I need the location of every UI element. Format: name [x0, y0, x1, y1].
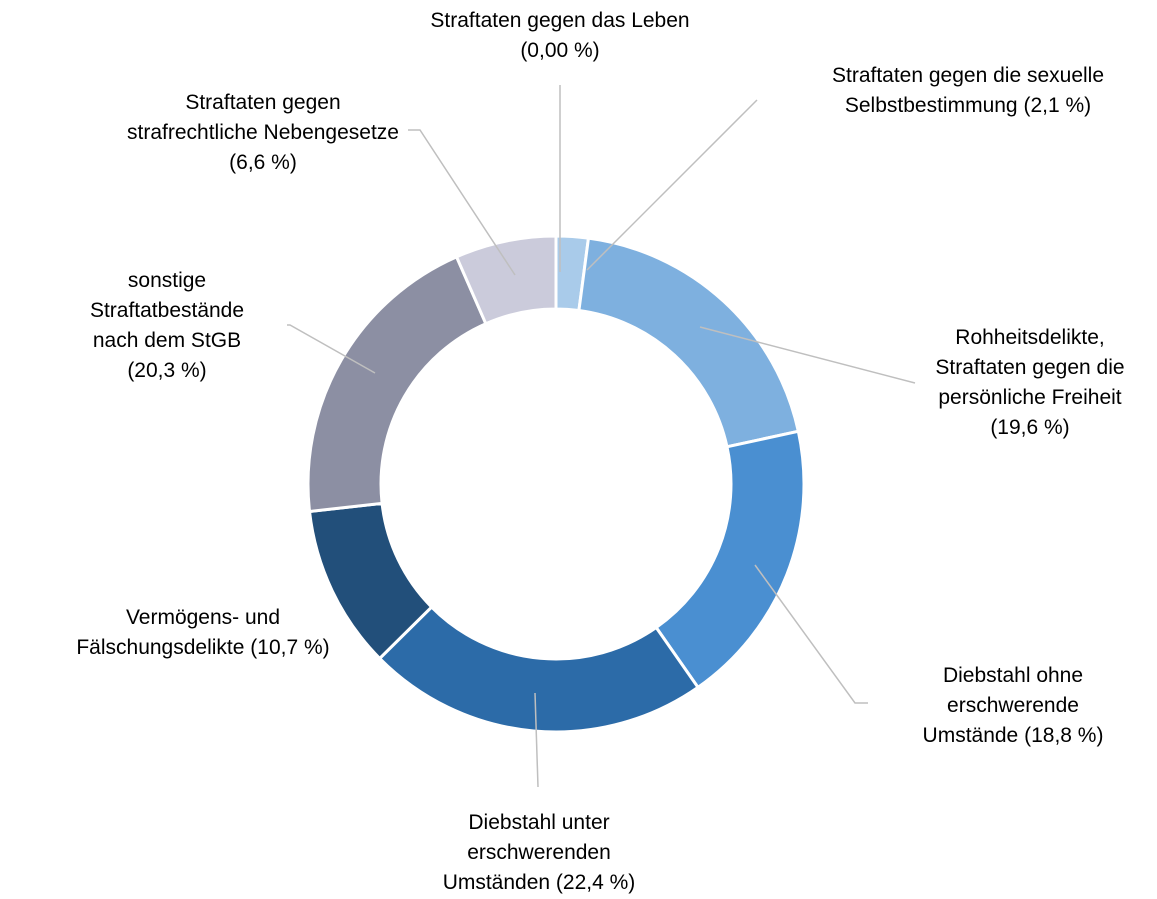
leader-line [586, 99, 758, 271]
category-name: sonstige Straftatbestände nach dem StGB [89, 269, 245, 352]
segment-label: Rohheitsdelikte, Straftaten gegen die pe… [930, 323, 1130, 443]
category-name: Rohheitsdelikte, Straftaten gegen die pe… [935, 326, 1125, 409]
value-label: (22,4 %) [555, 871, 636, 894]
value-label: (18,8 %) [1024, 724, 1104, 747]
leader-line [287, 324, 376, 374]
category-name: Diebstahl unter erschwerenden Umständen [442, 811, 611, 894]
donut-segment [454, 234, 558, 326]
leader-line [699, 326, 916, 384]
category-name: Straftaten gegen die sexuelle Selbstbest… [831, 64, 1105, 117]
leader-line [408, 129, 516, 276]
leader-line [754, 564, 868, 704]
category-name: Straftaten gegen strafrechtliche Nebenge… [127, 91, 399, 144]
category-name: Straftaten gegen das Leben [430, 9, 690, 32]
segment-label: Vermögens- und Fälschungsdelikte (10,7 %… [68, 603, 338, 663]
category-name: Diebstahl ohne erschwerende Umstände [922, 664, 1084, 747]
segment-label: Straftaten gegen strafrechtliche Nebenge… [126, 88, 401, 178]
category-name: Vermögens- und Fälschungsdelikte [76, 606, 281, 659]
segment-label: Straftaten gegen die sexuelle Selbstbest… [801, 61, 1136, 121]
donut-segment [306, 254, 488, 514]
value-label: (6,6 %) [229, 151, 297, 174]
segment-label: Diebstahl ohne erschwerende Umstände (18… [901, 661, 1126, 751]
leader-line [534, 692, 539, 788]
value-label: (10,7 %) [250, 636, 330, 659]
value-label: (20,3 %) [127, 359, 207, 382]
segment-label: Diebstahl unter erschwerenden Umständen … [414, 808, 664, 898]
donut-segment [654, 429, 806, 690]
donut-segment [377, 604, 701, 734]
value-label: (2,1 %) [1023, 94, 1092, 117]
value-label: (0,00 %) [520, 39, 600, 62]
value-label: (19,6 %) [990, 416, 1070, 439]
segment-label: sonstige Straftatbestände nach dem StGB … [82, 266, 252, 386]
donut-segment [577, 236, 801, 449]
segment-label: Straftaten gegen das Leben (0,00 %) [430, 6, 690, 66]
